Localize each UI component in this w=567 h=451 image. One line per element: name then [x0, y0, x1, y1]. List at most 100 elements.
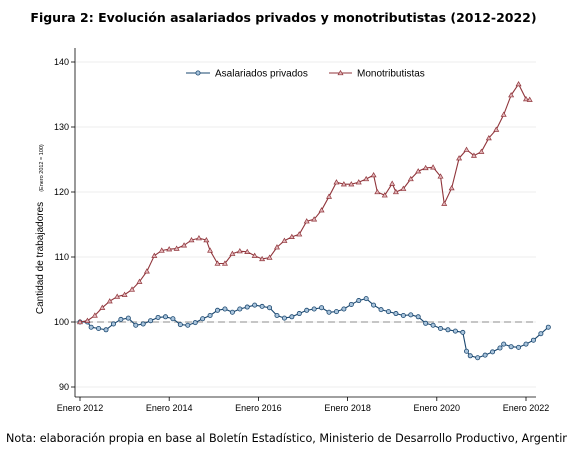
- data-point: [422, 164, 429, 171]
- legend-label: Monotributistas: [357, 69, 425, 80]
- data-point: [252, 302, 258, 308]
- data-point: [348, 181, 355, 187]
- axes: [71, 48, 536, 401]
- data-point: [170, 316, 176, 322]
- legend-marker: [337, 69, 344, 76]
- data-point: [341, 306, 347, 312]
- data-point: [110, 321, 116, 327]
- data-point: [281, 315, 287, 321]
- data-point: [289, 314, 295, 320]
- data-point: [288, 233, 295, 239]
- data-point: [151, 252, 158, 258]
- data-point: [96, 325, 102, 331]
- data-point: [251, 252, 258, 258]
- x-tick-label: Enero 2014: [146, 403, 193, 413]
- data-point: [88, 324, 94, 330]
- data-point: [311, 216, 318, 222]
- data-point: [121, 291, 128, 297]
- data-point: [393, 311, 399, 317]
- data-point: [374, 188, 381, 195]
- data-point: [259, 303, 265, 309]
- legend: Asalariados privados Monotributistas: [186, 69, 425, 80]
- data-point: [185, 322, 191, 328]
- data-point: [407, 175, 414, 182]
- data-point: [259, 255, 266, 262]
- legend-entry-asalariados: Asalariados privados: [186, 69, 308, 80]
- data-point: [490, 349, 496, 355]
- data-point: [274, 312, 280, 318]
- y-tick-label: 130: [54, 122, 69, 132]
- data-point: [158, 247, 165, 253]
- data-point: [326, 309, 332, 315]
- data-point: [400, 312, 406, 318]
- data-point: [515, 80, 522, 87]
- data-point: [296, 311, 302, 317]
- data-point: [508, 344, 514, 350]
- data-point: [133, 322, 139, 328]
- data-point: [538, 331, 544, 337]
- data-point: [371, 302, 377, 308]
- data-point: [392, 188, 399, 195]
- data-point: [456, 155, 463, 161]
- data-point: [244, 304, 250, 310]
- data-point: [415, 168, 422, 174]
- data-point: [136, 278, 143, 284]
- data-point: [355, 179, 362, 185]
- series-asalariados: [77, 296, 551, 361]
- data-point: [501, 341, 507, 347]
- data-point: [430, 164, 437, 170]
- y-axis-subtitle: (Enero 2012 = 100): [39, 144, 45, 192]
- data-point: [448, 184, 455, 191]
- data-point: [84, 317, 91, 323]
- data-point: [497, 345, 503, 351]
- data-point: [237, 306, 243, 312]
- series-group: [76, 80, 551, 361]
- y-axis-title: Cantidad de trabajadores: [35, 202, 46, 314]
- data-point: [229, 250, 236, 256]
- data-point: [273, 244, 280, 250]
- data-point: [475, 355, 481, 361]
- data-point: [389, 180, 396, 186]
- data-point: [215, 307, 221, 313]
- data-point: [333, 179, 340, 185]
- data-point: [530, 337, 536, 343]
- legend-entry-monotributistas: Monotributistas: [329, 69, 425, 80]
- x-tick-label: Enero 2020: [414, 403, 461, 413]
- y-tick-label: 140: [54, 57, 69, 67]
- data-point: [148, 318, 154, 324]
- data-point: [452, 328, 458, 334]
- data-point: [363, 296, 369, 302]
- data-point: [378, 307, 384, 313]
- data-point: [236, 248, 243, 254]
- data-point: [106, 298, 113, 304]
- legend-label: Asalariados privados: [215, 69, 308, 80]
- y-tick-label: 120: [54, 187, 69, 197]
- data-point: [296, 231, 303, 237]
- data-point: [125, 315, 131, 321]
- data-point: [523, 341, 529, 347]
- y-tick-labels: 90 100 110 120 130 140: [54, 57, 69, 392]
- data-point: [463, 146, 470, 152]
- series-line: [79, 83, 530, 323]
- data-point: [281, 237, 288, 243]
- data-point: [460, 329, 466, 335]
- data-point: [545, 324, 551, 330]
- data-point: [340, 181, 347, 187]
- x-tick-label: Enero 2012: [57, 403, 104, 413]
- x-tick-labels: Enero 2012 Enero 2014 Enero 2016 Enero 2018…: [57, 403, 550, 413]
- data-point: [423, 320, 429, 326]
- data-point: [200, 316, 206, 322]
- data-point: [415, 314, 421, 320]
- data-point: [485, 134, 492, 141]
- data-point: [493, 126, 500, 132]
- data-point: [203, 236, 210, 243]
- data-point: [385, 309, 391, 315]
- gridlines: [75, 61, 536, 388]
- data-point: [118, 316, 124, 322]
- data-point: [303, 218, 310, 224]
- y-tick-label: 90: [59, 382, 69, 392]
- data-point: [437, 173, 444, 179]
- data-point: [500, 111, 507, 117]
- data-point: [222, 306, 228, 312]
